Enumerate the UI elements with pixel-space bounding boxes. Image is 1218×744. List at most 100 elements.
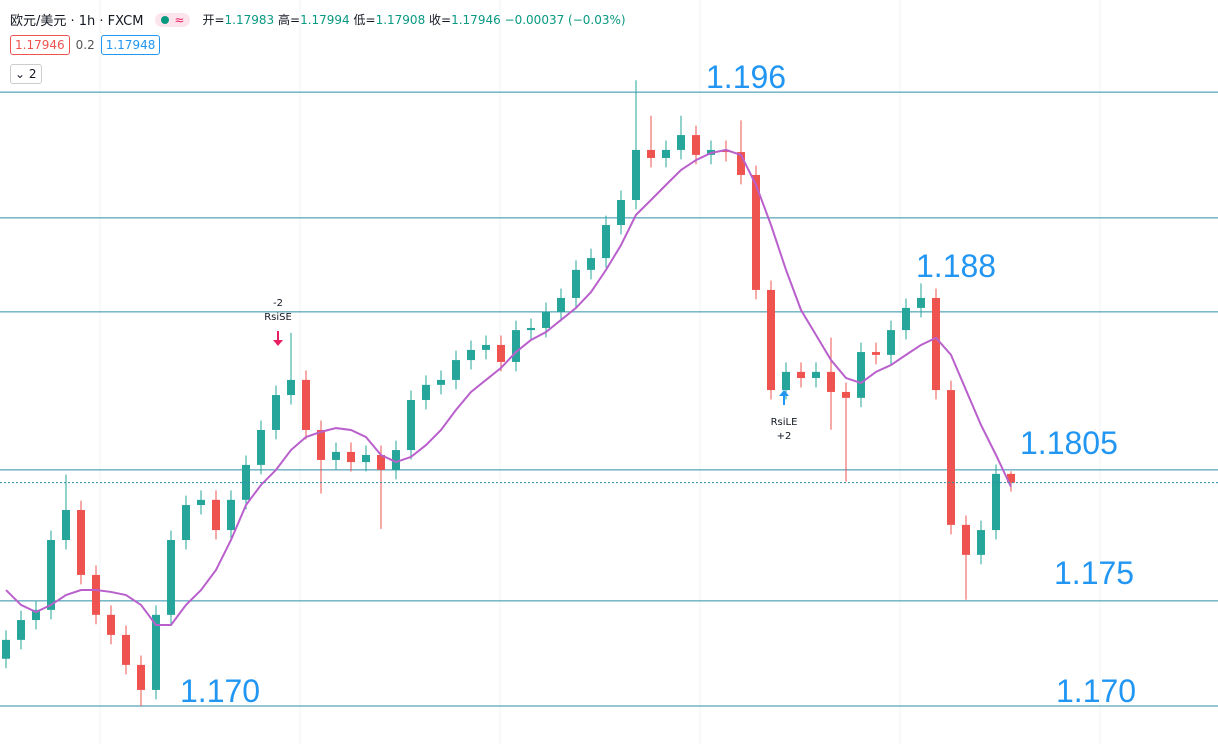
candle-body [842,391,850,398]
level-label: 1.175 [1054,555,1134,591]
level-label: 1.170 [180,673,260,709]
candle-body [422,384,430,400]
candle-body [1007,473,1015,483]
candle-body [932,297,940,391]
ohlc-value: 1.17994 [300,13,350,27]
ohlc-label: 高= [278,13,301,27]
ohlc-value: 1.17983 [224,13,275,27]
candle-body [722,149,730,153]
candle-body [677,135,685,150]
candle-body [827,371,835,392]
spread: 0.2 [75,38,95,52]
candle-body [122,634,130,665]
signal-label: RsiSE [264,312,292,323]
sell-button[interactable]: 1.17946 [10,35,70,55]
signal-label: RsiLE [771,417,798,428]
candle-body [2,639,10,659]
candle-body [302,379,310,430]
ohlc-label: 收= [429,13,452,27]
candle-body [977,530,985,555]
candle-body [767,289,775,391]
candle-body [992,473,1000,531]
candle-body [152,614,160,690]
candle-body [407,399,415,451]
candle-body [92,574,100,615]
indicator-count: 2 [28,67,37,81]
moving-average [5,148,1012,626]
ohlc-label: 开= [202,13,225,27]
change: −0.00037 (−0.03%) [504,13,626,27]
legend-row: 欧元/美元 · 1h · FXCM ≈ 开=1.17983 高=1.17994 … [10,10,626,29]
candle-body [947,390,955,525]
candle-body [812,371,820,379]
signal-arrowhead [273,340,283,346]
candle-body [962,524,970,555]
candle-body [542,311,550,328]
candle-body [107,614,115,635]
candle-body [332,451,340,460]
candle-body [917,297,925,308]
candle-body [752,174,760,290]
candle-body [257,429,265,465]
level-label: 1.1805 [1020,425,1118,461]
candle-body [902,307,910,331]
candle-body [17,620,25,640]
level-label: 1.188 [916,248,996,284]
candle-body [797,371,805,379]
candle-body [347,451,355,463]
candle-body [362,454,370,463]
symbol: 欧元/美元 · 1h · FXCM [10,14,144,29]
candle-body [77,510,85,575]
buy-button[interactable]: 1.17948 [100,35,161,55]
candle-body [617,199,625,226]
candle-body [212,499,220,531]
candle-body [737,152,745,175]
ohlc-label: 低= [353,13,376,27]
candle-body [572,269,580,298]
candle-body [392,450,400,470]
ohlc-value: 1.17946 [451,13,501,27]
candle-body [887,330,895,355]
trade-row: 1.17946 0.2 1.17948 [10,35,161,55]
candle-body [512,330,520,362]
candle-body [467,349,475,361]
candle-body [227,499,235,531]
candle-body [167,539,175,615]
candle-body [437,379,445,385]
ohlc-value: 1.17908 [375,13,426,27]
indicator-row: ⌄ 2 [10,64,42,84]
candle-body [287,379,295,396]
candle-body [587,258,595,270]
candle-body [872,352,880,355]
candle-body [377,454,385,470]
candle-body [857,352,865,398]
candle-body [692,135,700,155]
level-label: 1.170 [1056,673,1136,709]
candle-body [497,344,505,362]
level-label: 1.196 [706,59,786,95]
candle-body [632,149,640,200]
candle-body [62,510,70,540]
status-pill[interactable]: ≈ [155,12,191,27]
candle-body [47,539,55,610]
candle-body [197,499,205,506]
signal-label: -2 [273,298,283,309]
indicator-toggle[interactable]: ⌄ 2 [10,64,42,84]
candle-body [602,225,610,259]
candle-body [182,505,190,540]
candle-body [317,429,325,460]
candle-body [557,297,565,312]
candle-body [782,371,790,391]
signal-arrowhead [779,390,789,396]
candle-body [32,609,40,621]
candle-body [647,149,655,158]
candle-body [452,360,460,380]
candle-body [662,149,670,158]
candle-body [482,344,490,350]
candle-body [137,664,145,690]
signal-label: +2 [777,431,792,442]
candle-body [272,395,280,430]
candle-body [527,327,535,331]
